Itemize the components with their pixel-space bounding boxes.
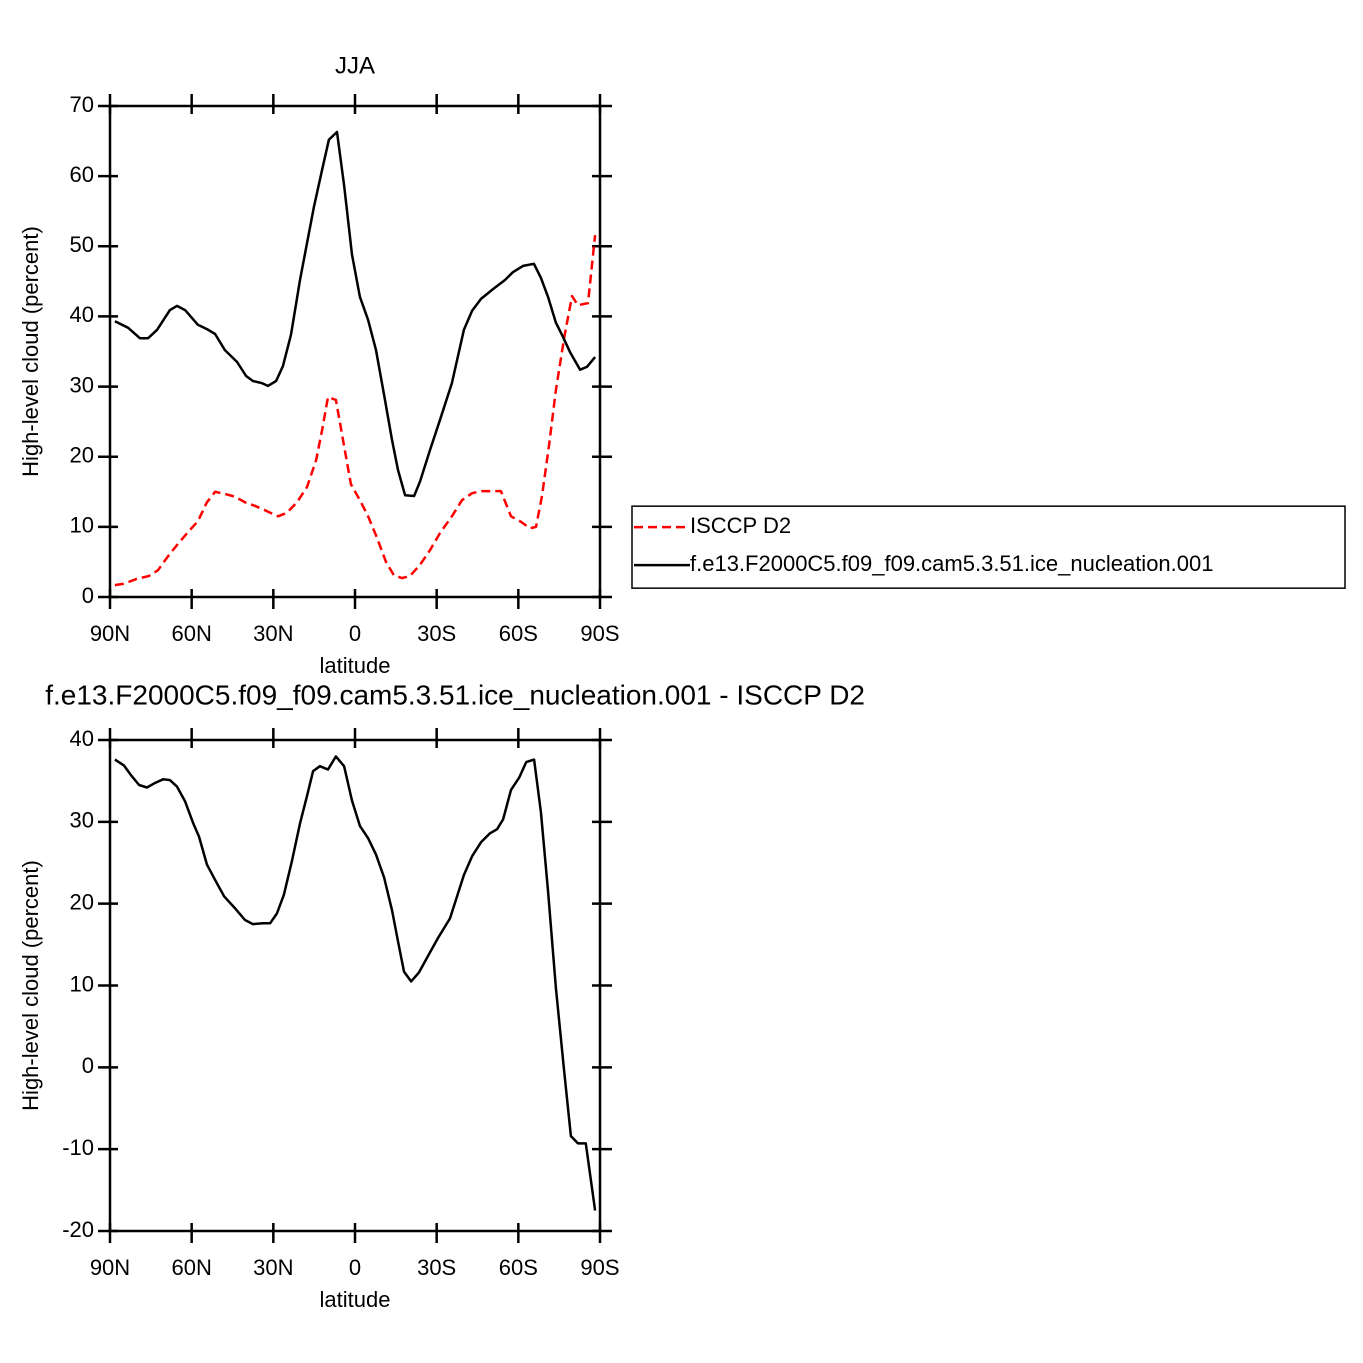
x-tick-label: 60N [171, 621, 211, 646]
x-tick-label: 30N [253, 1255, 293, 1280]
x-tick-label: 60S [499, 621, 538, 646]
x-tick-label: 90N [90, 1255, 130, 1280]
y-tick-label: 10 [70, 513, 94, 538]
x-tick-label: 90N [90, 621, 130, 646]
x-tick-label: 30S [417, 621, 456, 646]
legend-label: f.e13.F2000C5.f09_f09.cam5.3.51.ice_nucl… [690, 551, 1214, 576]
y-tick-label: 30 [70, 372, 94, 397]
y-tick-label: -10 [62, 1135, 94, 1160]
legend-label: ISCCP D2 [690, 513, 791, 538]
legend-box [631, 505, 1346, 589]
y-tick-label: 0 [82, 583, 94, 608]
y-tick-label: 70 [70, 92, 94, 117]
x-tick-label: 30S [417, 1255, 456, 1280]
x-tick-label: 60S [499, 1255, 538, 1280]
x-tick-label: 30N [253, 621, 293, 646]
y-tick-label: -20 [62, 1217, 94, 1242]
data-line [114, 755, 597, 1211]
y-tick-label: 40 [70, 726, 94, 751]
x-tick-label: 90S [580, 1255, 619, 1280]
y-tick-label: 10 [70, 971, 94, 996]
data-line [114, 234, 597, 587]
y-tick-label: 0 [82, 1053, 94, 1078]
chart: f.e13.F2000C5.f09_f09.cam5.3.51.ice_nucl… [18, 679, 865, 1311]
x-tick-label: 90S [580, 621, 619, 646]
x-tick-label: 0 [349, 621, 361, 646]
chart: JJA latitude High-level cloud (percent) 0 10… [18, 52, 1346, 678]
chart-title: JJA [335, 52, 375, 79]
plot-frame [108, 104, 602, 599]
data-line [114, 130, 597, 498]
y-tick-label: 40 [70, 302, 94, 327]
y-tick-label: 20 [70, 443, 94, 468]
y-tick-label: 30 [70, 808, 94, 833]
y-axis-label: High-level cloud (percent) [18, 860, 43, 1111]
x-tick-label: 0 [349, 1255, 361, 1280]
x-tick-label: 60N [171, 1255, 211, 1280]
x-axis-label: latitude [320, 653, 391, 678]
x-axis-label: latitude [320, 1287, 391, 1312]
y-axis-label: High-level cloud (percent) [18, 226, 43, 477]
chart-title: f.e13.F2000C5.f09_f09.cam5.3.51.ice_nucl… [45, 679, 865, 710]
plot-frame [108, 738, 602, 1233]
y-tick-label: 50 [70, 232, 94, 257]
y-tick-label: 20 [70, 889, 94, 914]
y-tick-label: 60 [70, 162, 94, 187]
